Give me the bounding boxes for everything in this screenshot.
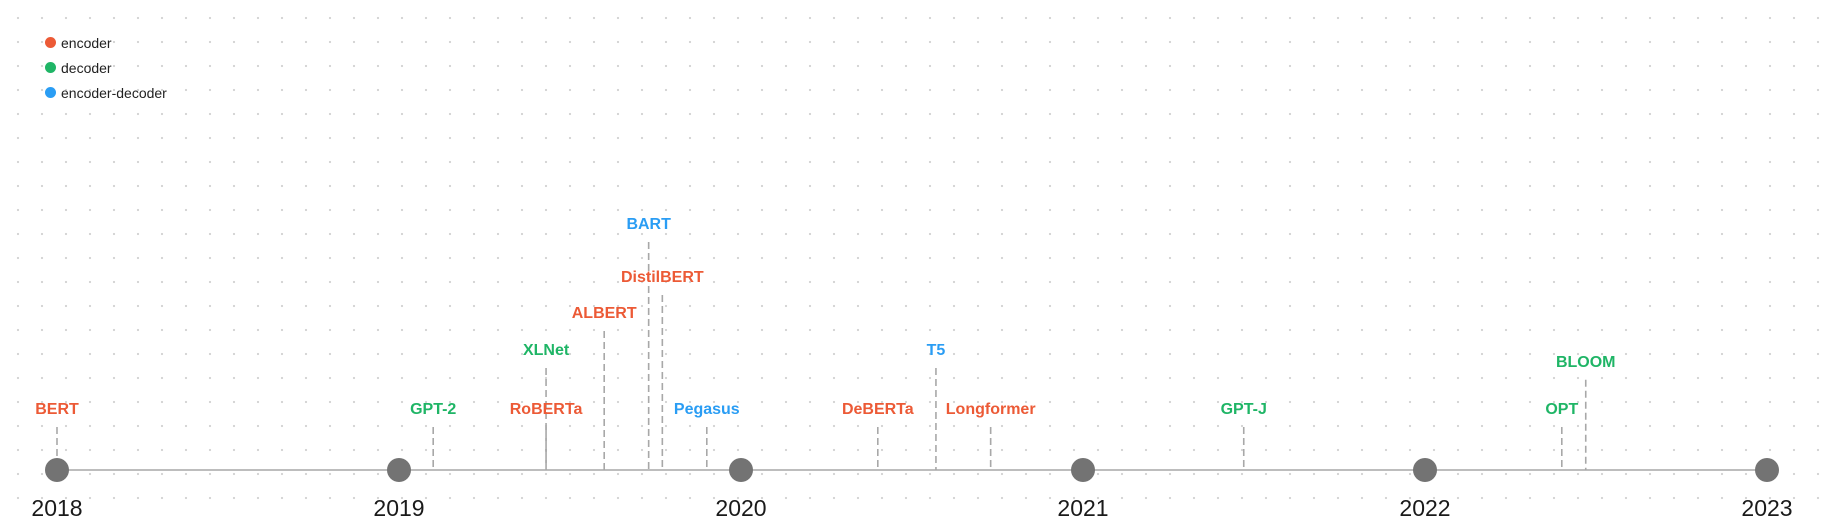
year-label: 2018 xyxy=(31,495,82,520)
model-label: GPT-J xyxy=(1221,401,1267,418)
model-label: BART xyxy=(626,216,671,233)
model-label: T5 xyxy=(927,342,946,359)
year-dot xyxy=(45,458,69,482)
model-label: XLNet xyxy=(523,342,570,359)
model-label: Longformer xyxy=(946,401,1036,418)
legend-dot xyxy=(45,37,56,48)
year-label: 2023 xyxy=(1741,495,1792,520)
year-label: 2021 xyxy=(1057,495,1108,520)
legend: encoder decoder encoder-decoder xyxy=(45,30,167,105)
legend-label: decoder xyxy=(61,59,112,76)
year-dot xyxy=(1413,458,1437,482)
model-label: RoBERTa xyxy=(510,401,583,418)
year-dot xyxy=(1071,458,1095,482)
legend-label: encoder-decoder xyxy=(61,84,167,101)
legend-item-decoder: decoder xyxy=(45,55,167,80)
model-label: DistilBERT xyxy=(621,269,704,286)
year-label: 2019 xyxy=(373,495,424,520)
year-dot xyxy=(387,458,411,482)
legend-label: encoder xyxy=(61,34,112,51)
model-label: Pegasus xyxy=(674,401,740,418)
model-label: GPT-2 xyxy=(410,401,456,418)
year-label: 2020 xyxy=(715,495,766,520)
model-label: BERT xyxy=(35,401,79,418)
legend-item-encoder: encoder xyxy=(45,30,167,55)
model-label: BLOOM xyxy=(1556,354,1616,371)
year-dot xyxy=(1755,458,1779,482)
model-label: ALBERT xyxy=(572,305,637,322)
legend-dot xyxy=(45,87,56,98)
year-dot xyxy=(729,458,753,482)
legend-dot xyxy=(45,62,56,73)
model-label: DeBERTa xyxy=(842,401,914,418)
model-label: OPT xyxy=(1545,401,1578,418)
year-label: 2022 xyxy=(1399,495,1450,520)
legend-item-encoder-decoder: encoder-decoder xyxy=(45,80,167,105)
